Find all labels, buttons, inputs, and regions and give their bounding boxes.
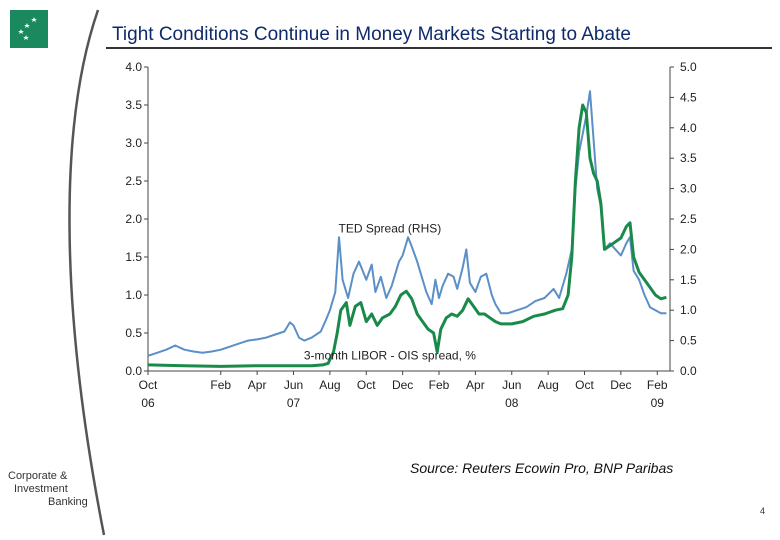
stars-icon: [18, 17, 37, 40]
x-tick-label: Apr: [248, 378, 267, 392]
x-tick-year: 08: [505, 396, 519, 410]
ted-spread-line: [147, 90, 667, 357]
y-right-tick-label: 0.5: [680, 334, 697, 348]
money-market-chart: 0.0 0.5 1.0 1.5 2.0 2.5 3.0 3.5 4.0 0.0 0.5 1.0 1.5 2…: [125, 60, 697, 410]
x-tick-label: Oct: [357, 378, 376, 392]
brand-swoosh: [68, 9, 106, 536]
y-left-tick-label: 1.0: [125, 288, 142, 302]
y-right-tick-label: 5.0: [680, 60, 697, 74]
source-note: Source: Reuters Ecowin Pro, BNP Paribas: [410, 460, 674, 476]
y-left-tick-label: 0.5: [125, 326, 142, 340]
x-tick-label: Jun: [502, 378, 521, 392]
y-right-tick-label: 3.0: [680, 182, 697, 196]
x-tick-label: Oct: [139, 378, 158, 392]
y-right-tick-label: 0.0: [680, 364, 697, 378]
y-right-tick-label: 1.0: [680, 303, 697, 317]
y-left-tick-label: 3.0: [125, 136, 142, 150]
x-tick-label: Feb: [647, 378, 668, 392]
y-left-tick-label: 2.0: [125, 212, 142, 226]
x-tick-label: Feb: [429, 378, 450, 392]
page-number: 4: [760, 506, 766, 516]
page-title: Tight Conditions Continue in Money Marke…: [112, 24, 631, 45]
ted-spread-annotation: TED Spread (RHS): [339, 222, 442, 236]
x-tick-label: Dec: [392, 378, 413, 392]
y-right-tick-label: 3.5: [680, 151, 697, 165]
division-line-2: Investment: [14, 483, 68, 495]
division-line-3: Banking: [48, 496, 88, 508]
y-left-tick-label: 4.0: [125, 60, 142, 74]
y-right-tick-label: 1.5: [680, 273, 697, 287]
y-left-tick-label: 3.5: [125, 98, 142, 112]
x-tick-label: Aug: [319, 378, 340, 392]
libor-ois-annotation: 3-month LIBOR - OIS spread, %: [304, 349, 476, 363]
x-tick-label: Apr: [466, 378, 485, 392]
y-right-tick-label: 2.0: [680, 242, 697, 256]
x-tick-label: Oct: [575, 378, 594, 392]
x-tick-year: 06: [141, 396, 155, 410]
y-right-tick-label: 4.5: [680, 90, 697, 104]
division-label: Corporate & Investment Banking: [8, 470, 88, 509]
y-left-tick-label: 2.5: [125, 174, 142, 188]
x-tick-label: Feb: [210, 378, 231, 392]
y-left-tick-label: 1.5: [125, 250, 142, 264]
x-tick-label: Dec: [610, 378, 631, 392]
x-tick-year: 09: [651, 396, 665, 410]
libor-ois-line: [147, 103, 667, 368]
x-tick-label: Aug: [537, 378, 558, 392]
brand-logo: [10, 10, 48, 48]
x-tick-year: 07: [287, 396, 301, 410]
y-left-tick-label: 0.0: [125, 364, 142, 378]
y-right-tick-label: 4.0: [680, 121, 697, 135]
title-divider: [106, 47, 772, 49]
division-line-1: Corporate &: [8, 470, 68, 482]
y-right-tick-label: 2.5: [680, 212, 697, 226]
x-tick-label: Jun: [284, 378, 303, 392]
